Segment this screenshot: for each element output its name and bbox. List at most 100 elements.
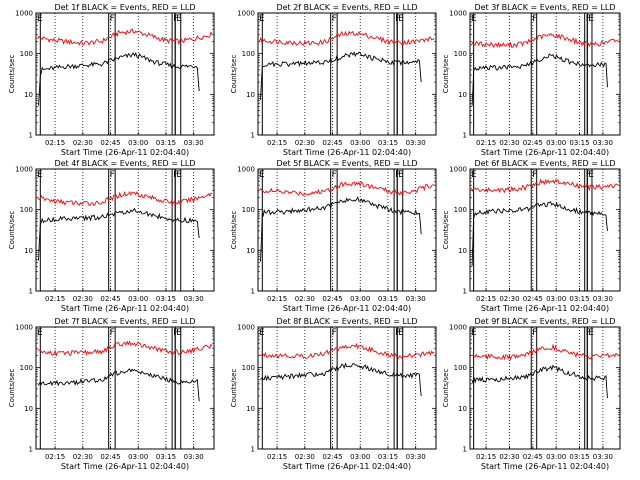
series-line-lld [37, 340, 213, 357]
region-flag-label: E [37, 328, 43, 338]
x-axis-label: Start Time (26-Apr-11 02:04:40) [481, 462, 609, 471]
x-tick-label: 03:30 [184, 139, 204, 147]
x-tick-label: 03:00 [128, 139, 148, 147]
x-tick-label: 02:30 [499, 295, 519, 303]
region-flag-label: E [176, 14, 182, 24]
y-tick-label: 100 [20, 206, 33, 214]
x-tick-label: 02:15 [476, 139, 496, 147]
x-axis-label: Start Time (26-Apr-11 02:04:40) [61, 462, 189, 471]
x-tick-label: 02:45 [100, 139, 120, 147]
series-line-events [471, 53, 608, 106]
y-axis-label: Counts/sec [230, 55, 238, 94]
y-axis-label: Counts/sec [8, 211, 16, 250]
x-tick-label: 02:15 [267, 453, 287, 461]
x-tick-label: 03:15 [378, 453, 398, 461]
chart-title: Det 5f BLACK = Events, RED = LLD [276, 159, 417, 168]
y-tick-label: 100 [242, 50, 255, 58]
series-line-events [38, 368, 200, 402]
y-axis-label: Counts/sec [442, 211, 450, 250]
region-flag-label: E [471, 170, 477, 180]
x-tick-label: 03:30 [406, 295, 426, 303]
region-flag-label: E [398, 14, 404, 24]
x-tick-label: 02:30 [295, 139, 315, 147]
series-line-lld [37, 190, 213, 207]
x-axis-label: Start Time (26-Apr-11 02:04:40) [283, 148, 411, 157]
region-flag-label: E [398, 328, 404, 338]
chart-title: Det 9f BLACK = Events, RED = LLD [474, 317, 615, 326]
x-tick-label: 03:15 [378, 139, 398, 147]
y-tick-label: 1000 [15, 10, 33, 18]
x-tick-label: 03:30 [593, 139, 613, 147]
x-tick-label: 03:15 [156, 139, 176, 147]
series-line-lld [37, 28, 213, 46]
x-tick-label: 02:45 [523, 295, 543, 303]
plot-frame [469, 168, 621, 292]
x-tick-label: 03:00 [350, 453, 370, 461]
chart-panel: Det 6f BLACK = Events, RED = LLD Start Ti… [442, 159, 621, 313]
region-flag-label: E [37, 170, 43, 180]
chart-title: Det 3f BLACK = Events, RED = LLD [474, 3, 615, 12]
x-tick-label: 03:15 [569, 453, 589, 461]
y-tick-label: 1 [463, 446, 467, 454]
y-axis-label: Counts/sec [442, 55, 450, 94]
x-tick-label: 02:15 [45, 295, 65, 303]
region-flag-label: F [110, 328, 115, 338]
x-tick-label: 02:45 [100, 295, 120, 303]
series-line-lld [259, 181, 435, 196]
plot-frame [257, 326, 437, 450]
y-axis-label: Counts/sec [8, 369, 16, 408]
y-tick-label: 1000 [237, 324, 255, 332]
chart-title: Det 8f BLACK = Events, RED = LLD [276, 317, 417, 326]
y-tick-label: 10 [458, 405, 467, 413]
region-flag-label: F [532, 14, 537, 24]
y-tick-label: 1 [463, 288, 467, 296]
y-tick-label: 10 [246, 91, 255, 99]
plot-frame [469, 326, 621, 450]
chart-title: Det 1f BLACK = Events, RED = LLD [54, 3, 195, 12]
x-tick-label: 02:45 [523, 139, 543, 147]
y-tick-label: 1000 [237, 10, 255, 18]
x-tick-label: 02:45 [100, 453, 120, 461]
chart-panel: Det 4f BLACK = Events, RED = LLD Start Ti… [8, 159, 215, 313]
x-tick-label: 02:30 [499, 453, 519, 461]
x-tick-label: 03:00 [350, 139, 370, 147]
chart-panel: Det 1f BLACK = Events, RED = LLD Start Ti… [8, 3, 215, 157]
series-line-events [260, 362, 422, 397]
region-flag-label: F [110, 170, 115, 180]
y-tick-label: 1000 [237, 166, 255, 174]
y-tick-label: 1000 [449, 324, 467, 332]
plot-frame [257, 12, 437, 136]
series-line-lld [470, 32, 619, 49]
x-tick-label: 03:30 [184, 295, 204, 303]
x-tick-label: 03:15 [569, 295, 589, 303]
y-axis-label: Counts/sec [8, 55, 16, 94]
y-tick-label: 10 [24, 91, 33, 99]
region-flag-label: E [37, 14, 43, 24]
series-line-lld [470, 178, 619, 194]
x-tick-label: 03:00 [128, 295, 148, 303]
region-flag-label: E [588, 170, 594, 180]
chart-panel: Det 8f BLACK = Events, RED = LLD Start Ti… [230, 317, 437, 471]
chart-panel: Det 3f BLACK = Events, RED = LLD Start Ti… [442, 3, 621, 157]
y-tick-label: 1 [29, 446, 33, 454]
x-tick-label: 02:30 [295, 453, 315, 461]
y-tick-label: 10 [246, 405, 255, 413]
region-flag-label: F [586, 170, 591, 180]
x-axis-label: Start Time (26-Apr-11 02:04:40) [481, 304, 609, 313]
y-tick-label: 100 [454, 364, 467, 372]
chart-panel: Det 5f BLACK = Events, RED = LLD Start Ti… [230, 159, 437, 313]
y-tick-label: 100 [242, 364, 255, 372]
chart-title: Det 2f BLACK = Events, RED = LLD [276, 3, 417, 12]
y-tick-label: 10 [24, 247, 33, 255]
x-tick-label: 03:15 [378, 295, 398, 303]
chart-title: Det 7f BLACK = Events, RED = LLD [54, 317, 195, 326]
x-axis-label: Start Time (26-Apr-11 02:04:40) [481, 148, 609, 157]
y-tick-label: 1000 [449, 10, 467, 18]
region-flag-label: E [176, 170, 182, 180]
region-flag-label: F [332, 14, 337, 24]
x-tick-label: 02:30 [295, 295, 315, 303]
y-tick-label: 1 [251, 446, 255, 454]
region-flag-label: F [173, 328, 178, 338]
region-flag-label: E [176, 328, 182, 338]
